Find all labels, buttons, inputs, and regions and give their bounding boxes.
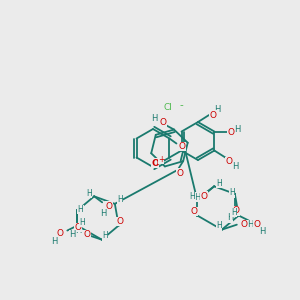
Text: O: O <box>75 223 82 232</box>
Text: O: O <box>209 110 217 119</box>
Text: H: H <box>86 189 92 198</box>
Text: H: H <box>117 195 123 204</box>
Text: O: O <box>57 229 64 238</box>
Text: H: H <box>102 231 108 240</box>
Text: Cl: Cl <box>164 103 172 112</box>
Text: O: O <box>106 202 113 211</box>
Text: O: O <box>253 220 260 229</box>
Text: H: H <box>231 208 236 217</box>
Text: H: H <box>100 209 106 218</box>
Text: H: H <box>194 193 200 202</box>
Text: H: H <box>247 220 253 229</box>
Text: H: H <box>214 104 220 113</box>
Text: H: H <box>227 213 233 222</box>
Text: O: O <box>160 118 167 127</box>
Text: O: O <box>228 128 235 137</box>
Text: H: H <box>77 205 83 214</box>
Text: +: + <box>158 154 164 164</box>
Text: O: O <box>177 169 184 178</box>
Text: H: H <box>190 192 195 201</box>
Text: O: O <box>83 230 90 239</box>
Text: H: H <box>80 218 85 227</box>
Text: O: O <box>191 207 198 216</box>
Text: H: H <box>69 230 76 239</box>
Text: H: H <box>51 237 58 246</box>
Text: O: O <box>201 192 208 201</box>
Text: H: H <box>260 227 266 236</box>
Text: O: O <box>151 158 159 167</box>
Text: H: H <box>232 162 239 171</box>
Text: O: O <box>226 157 233 166</box>
Text: H: H <box>216 221 222 230</box>
Text: O: O <box>116 217 123 226</box>
Text: O: O <box>240 220 247 229</box>
Text: H: H <box>216 179 222 188</box>
Text: O: O <box>179 142 186 151</box>
Text: H: H <box>75 226 81 235</box>
Text: H: H <box>229 188 235 197</box>
Text: O: O <box>232 206 239 215</box>
Text: H: H <box>234 125 241 134</box>
Text: -: - <box>179 100 183 110</box>
Text: H: H <box>151 114 157 123</box>
